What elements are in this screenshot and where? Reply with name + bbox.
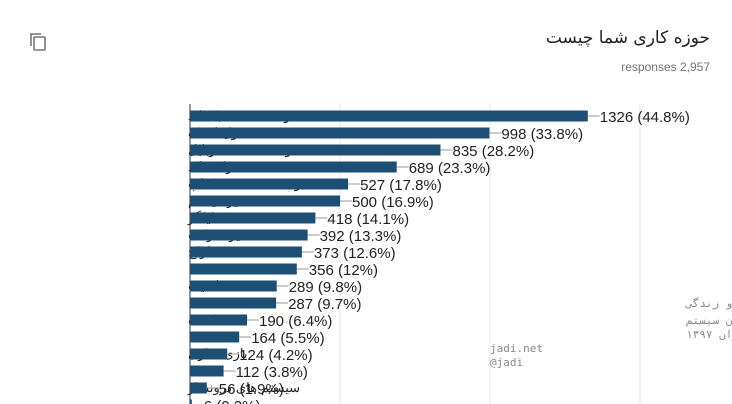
bar	[190, 280, 277, 292]
watermark: برنامه نویسان و مدیران سیستم	[686, 314, 732, 327]
bar	[190, 399, 192, 404]
value-label: 998 (33.8%)	[501, 126, 583, 143]
value-label: 164 (5.5%)	[251, 330, 324, 347]
watermark: نظرسنجی کار و زندگی	[685, 297, 732, 310]
value-label: 1326 (44.8%)	[600, 109, 690, 126]
value-label: 56 (1.9%)	[219, 381, 284, 398]
bar	[190, 212, 316, 224]
value-label: 373 (12.6%)	[314, 245, 396, 262]
bar	[190, 348, 228, 360]
value-label: 6 (0.2%)	[204, 398, 261, 404]
watermark: jadi.net	[490, 342, 543, 355]
bar	[190, 195, 340, 207]
value-label: 289 (9.8%)	[289, 279, 362, 296]
value-label: 527 (17.8%)	[360, 177, 442, 194]
value-label: 124 (4.2%)	[239, 347, 312, 364]
bar	[190, 161, 397, 173]
bar	[190, 382, 207, 394]
bar	[190, 263, 297, 275]
value-label: 287 (9.7%)	[288, 296, 361, 313]
bar	[190, 110, 588, 122]
response-count: 2,957 responses	[621, 60, 710, 74]
bar	[190, 127, 490, 139]
value-label: 190 (6.4%)	[259, 313, 332, 330]
value-label: 500 (16.9%)	[352, 194, 434, 211]
value-label: 418 (14.1%)	[327, 211, 409, 228]
value-label: 356 (12%)	[309, 262, 378, 279]
value-label: 835 (28.2%)	[453, 143, 535, 160]
bar	[190, 178, 349, 190]
watermark: ایران ۱۳۹۷	[686, 328, 732, 341]
bar	[190, 144, 441, 156]
bar	[190, 229, 308, 241]
bar	[190, 331, 240, 343]
bar	[190, 297, 277, 309]
bar	[190, 365, 224, 377]
copy-icon[interactable]	[30, 33, 46, 51]
value-label: 112 (3.8%)	[236, 364, 308, 381]
bar	[190, 246, 302, 258]
value-label: 689 (23.3%)	[409, 160, 491, 177]
category-label: سیستم های درونساز	[187, 381, 300, 396]
bar	[190, 314, 247, 326]
value-label: 392 (13.3%)	[320, 228, 402, 245]
watermark: @jadi	[490, 356, 523, 369]
chart-title: حوزه کاری شما چیست	[545, 28, 710, 48]
